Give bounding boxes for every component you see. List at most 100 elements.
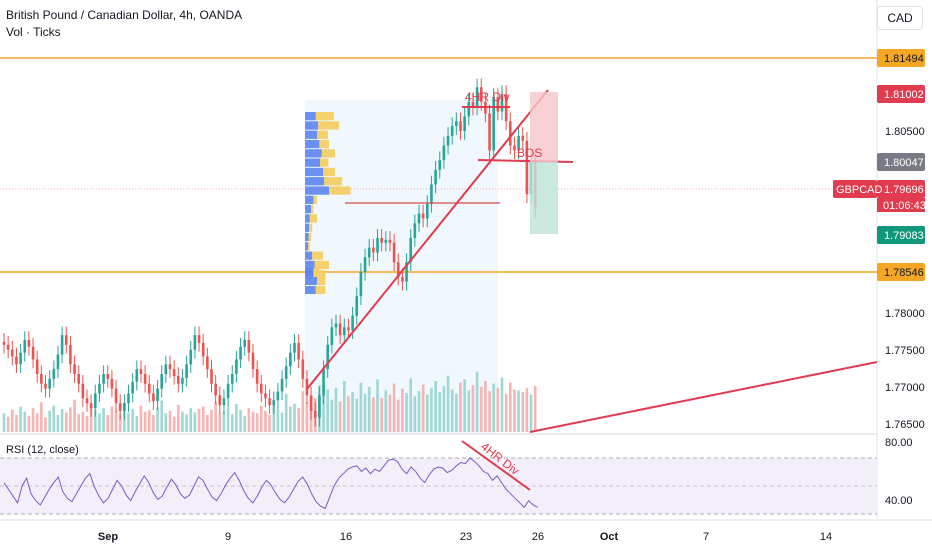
volume-bar (251, 411, 255, 432)
candle-body (446, 135, 450, 146)
candle-body (334, 323, 338, 328)
volume-bar (504, 393, 508, 432)
volume-bar (367, 386, 371, 432)
volume-bar (434, 381, 437, 432)
candle-body (81, 383, 85, 399)
take-profit-zone (530, 162, 558, 234)
volume-bar (363, 393, 367, 432)
candle-body (338, 323, 342, 336)
candle-body (31, 346, 35, 360)
volume-bar (430, 387, 433, 432)
volume-profile-sell-bar (308, 232, 311, 242)
volume-bar (388, 394, 392, 432)
candle-body (347, 327, 350, 331)
price-badge (877, 153, 925, 171)
volume-profile-buy-bar (305, 232, 309, 242)
volume-profile-buy-bar (305, 214, 310, 223)
price-badge (877, 180, 925, 198)
volume-bar (44, 417, 47, 432)
candle-body (434, 169, 437, 185)
candle-body (35, 359, 39, 374)
volume-bar (413, 396, 417, 432)
candle-body (106, 374, 110, 379)
div-annotation: 4HR Div (465, 90, 510, 104)
volume-bar (372, 397, 375, 432)
candle-body (392, 242, 396, 263)
candle-body (139, 369, 143, 374)
candle-body (52, 369, 56, 379)
candle-body (177, 375, 180, 384)
candle-body (305, 378, 309, 396)
candle-body (201, 342, 205, 357)
countdown-badge (877, 198, 925, 212)
volume-bar (280, 412, 284, 432)
price-tick-label: 1.77000 (885, 382, 925, 394)
volume-bar (359, 382, 363, 432)
volume-bar (56, 415, 60, 432)
currency-button[interactable]: CAD (877, 6, 923, 30)
volume-bar (235, 403, 238, 432)
candle-body (417, 213, 421, 224)
candle-body (11, 349, 14, 357)
volume-bar (6, 416, 10, 432)
candle-body (197, 335, 201, 343)
volume-bar (326, 389, 329, 432)
volume-bar (193, 412, 197, 432)
candle-body (330, 327, 334, 345)
candle-body (318, 395, 321, 418)
volume-bar (85, 415, 89, 432)
volume-bar (40, 402, 43, 432)
candle-body (56, 354, 60, 370)
candle-body (442, 145, 446, 161)
candle-body (525, 140, 529, 195)
candle-body (131, 381, 134, 394)
volume-bar (401, 388, 404, 432)
volume-bar (334, 387, 338, 432)
candle-body (102, 374, 105, 384)
volume-profile-buy-bar (305, 139, 320, 149)
volume-bar (405, 392, 408, 432)
candle-body (467, 101, 471, 117)
volume-profile-sell-bar (314, 260, 329, 270)
candle-body (189, 349, 193, 365)
volume-bar (421, 384, 425, 432)
candle-body (218, 395, 222, 406)
candle-body (500, 94, 504, 112)
stop-loss-zone (530, 92, 558, 162)
volume-bar (338, 401, 342, 432)
candle-body (293, 342, 296, 353)
volume-bar (19, 406, 22, 432)
rsi-tick-label: 80.00 (885, 437, 913, 449)
volume-bar (218, 413, 222, 432)
rsi-line (3, 457, 539, 510)
volume-bars (2, 371, 537, 432)
volume-bar (509, 382, 512, 432)
volume-bar (77, 414, 80, 432)
candle-body (222, 398, 226, 406)
volume-bar (284, 393, 288, 432)
volume-bar (94, 409, 97, 432)
volume-profile-buy-bar (305, 177, 325, 186)
candle-body (214, 383, 217, 396)
candle-body (413, 223, 417, 238)
volume-profile-buy-bar (305, 149, 322, 158)
price-badge (877, 85, 925, 103)
candle-body (396, 262, 400, 277)
volume-profile-buy-bar (305, 186, 329, 195)
volume-bar (396, 399, 400, 432)
candle-body (172, 369, 176, 376)
bos-annotation: BOS (517, 146, 542, 160)
volume-label: Vol · Ticks (6, 25, 61, 39)
volume-bar (110, 406, 114, 432)
volume-bar (35, 413, 39, 432)
volume-bar (102, 408, 105, 432)
volume-profile-sell-bar (318, 121, 340, 130)
candle-body (459, 121, 462, 131)
candle-body (343, 327, 346, 336)
price-badge-label: 1.81002 (884, 89, 924, 101)
volume-bar (376, 379, 379, 432)
candle-body (226, 383, 230, 399)
candle-body (235, 359, 238, 374)
volume-bar (27, 415, 31, 432)
